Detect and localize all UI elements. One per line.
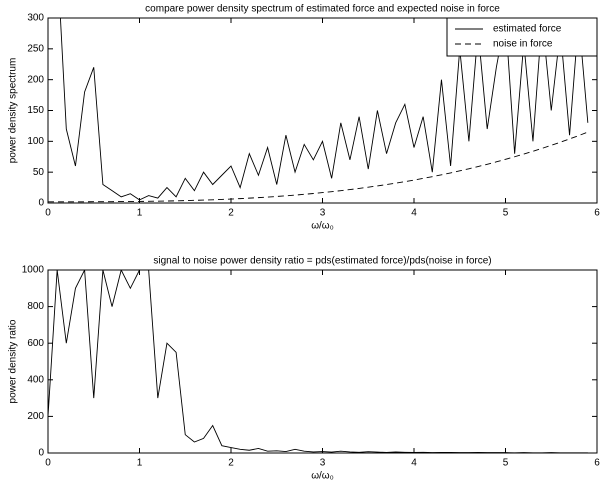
data-line (48, 131, 589, 203)
y-tick-label: 150 (27, 105, 44, 116)
x-axis-label: ω/ω₀ (311, 471, 334, 482)
y-tick-label: 600 (27, 338, 44, 349)
y-axis-label: power density ratio (8, 319, 19, 403)
data-line (48, 18, 589, 201)
x-tick-label: 2 (228, 208, 234, 219)
x-tick-label: 1 (137, 458, 143, 469)
y-tick-label: 800 (27, 301, 44, 312)
y-tick-label: 400 (27, 374, 44, 385)
chart-title: compare power density spectrum of estima… (145, 4, 500, 15)
x-tick-label: 5 (503, 208, 509, 219)
plot-frame (47, 17, 598, 204)
legend-label: estimated force (493, 24, 562, 35)
y-tick-label: 300 (27, 13, 44, 24)
x-tick-label: 6 (594, 208, 600, 219)
y-tick-label: 100 (27, 136, 44, 147)
x-axis-label: ω/ω₀ (311, 221, 334, 232)
x-tick-label: 0 (45, 458, 51, 469)
x-tick-label: 3 (320, 458, 326, 469)
plot-frame (47, 269, 598, 454)
x-tick-label: 2 (228, 458, 234, 469)
y-tick-label: 1000 (22, 265, 45, 276)
x-tick-label: 6 (594, 458, 600, 469)
y-tick-label: 0 (38, 198, 44, 209)
x-tick-label: 0 (45, 208, 51, 219)
y-tick-label: 200 (27, 411, 44, 422)
y-axis-label: power density spectrum (8, 58, 19, 164)
y-tick-label: 0 (38, 448, 44, 459)
chart-title: signal to noise power density ratio = pd… (153, 256, 491, 267)
y-tick-label: 250 (27, 43, 44, 54)
y-tick-label: 50 (33, 167, 45, 178)
x-tick-label: 4 (411, 208, 417, 219)
data-line (48, 270, 588, 453)
x-tick-label: 1 (137, 208, 143, 219)
x-tick-label: 3 (320, 208, 326, 219)
y-tick-label: 200 (27, 74, 44, 85)
x-tick-label: 4 (411, 458, 417, 469)
x-tick-label: 5 (503, 458, 509, 469)
legend-label: noise in force (493, 39, 553, 50)
legend-box (446, 17, 598, 57)
